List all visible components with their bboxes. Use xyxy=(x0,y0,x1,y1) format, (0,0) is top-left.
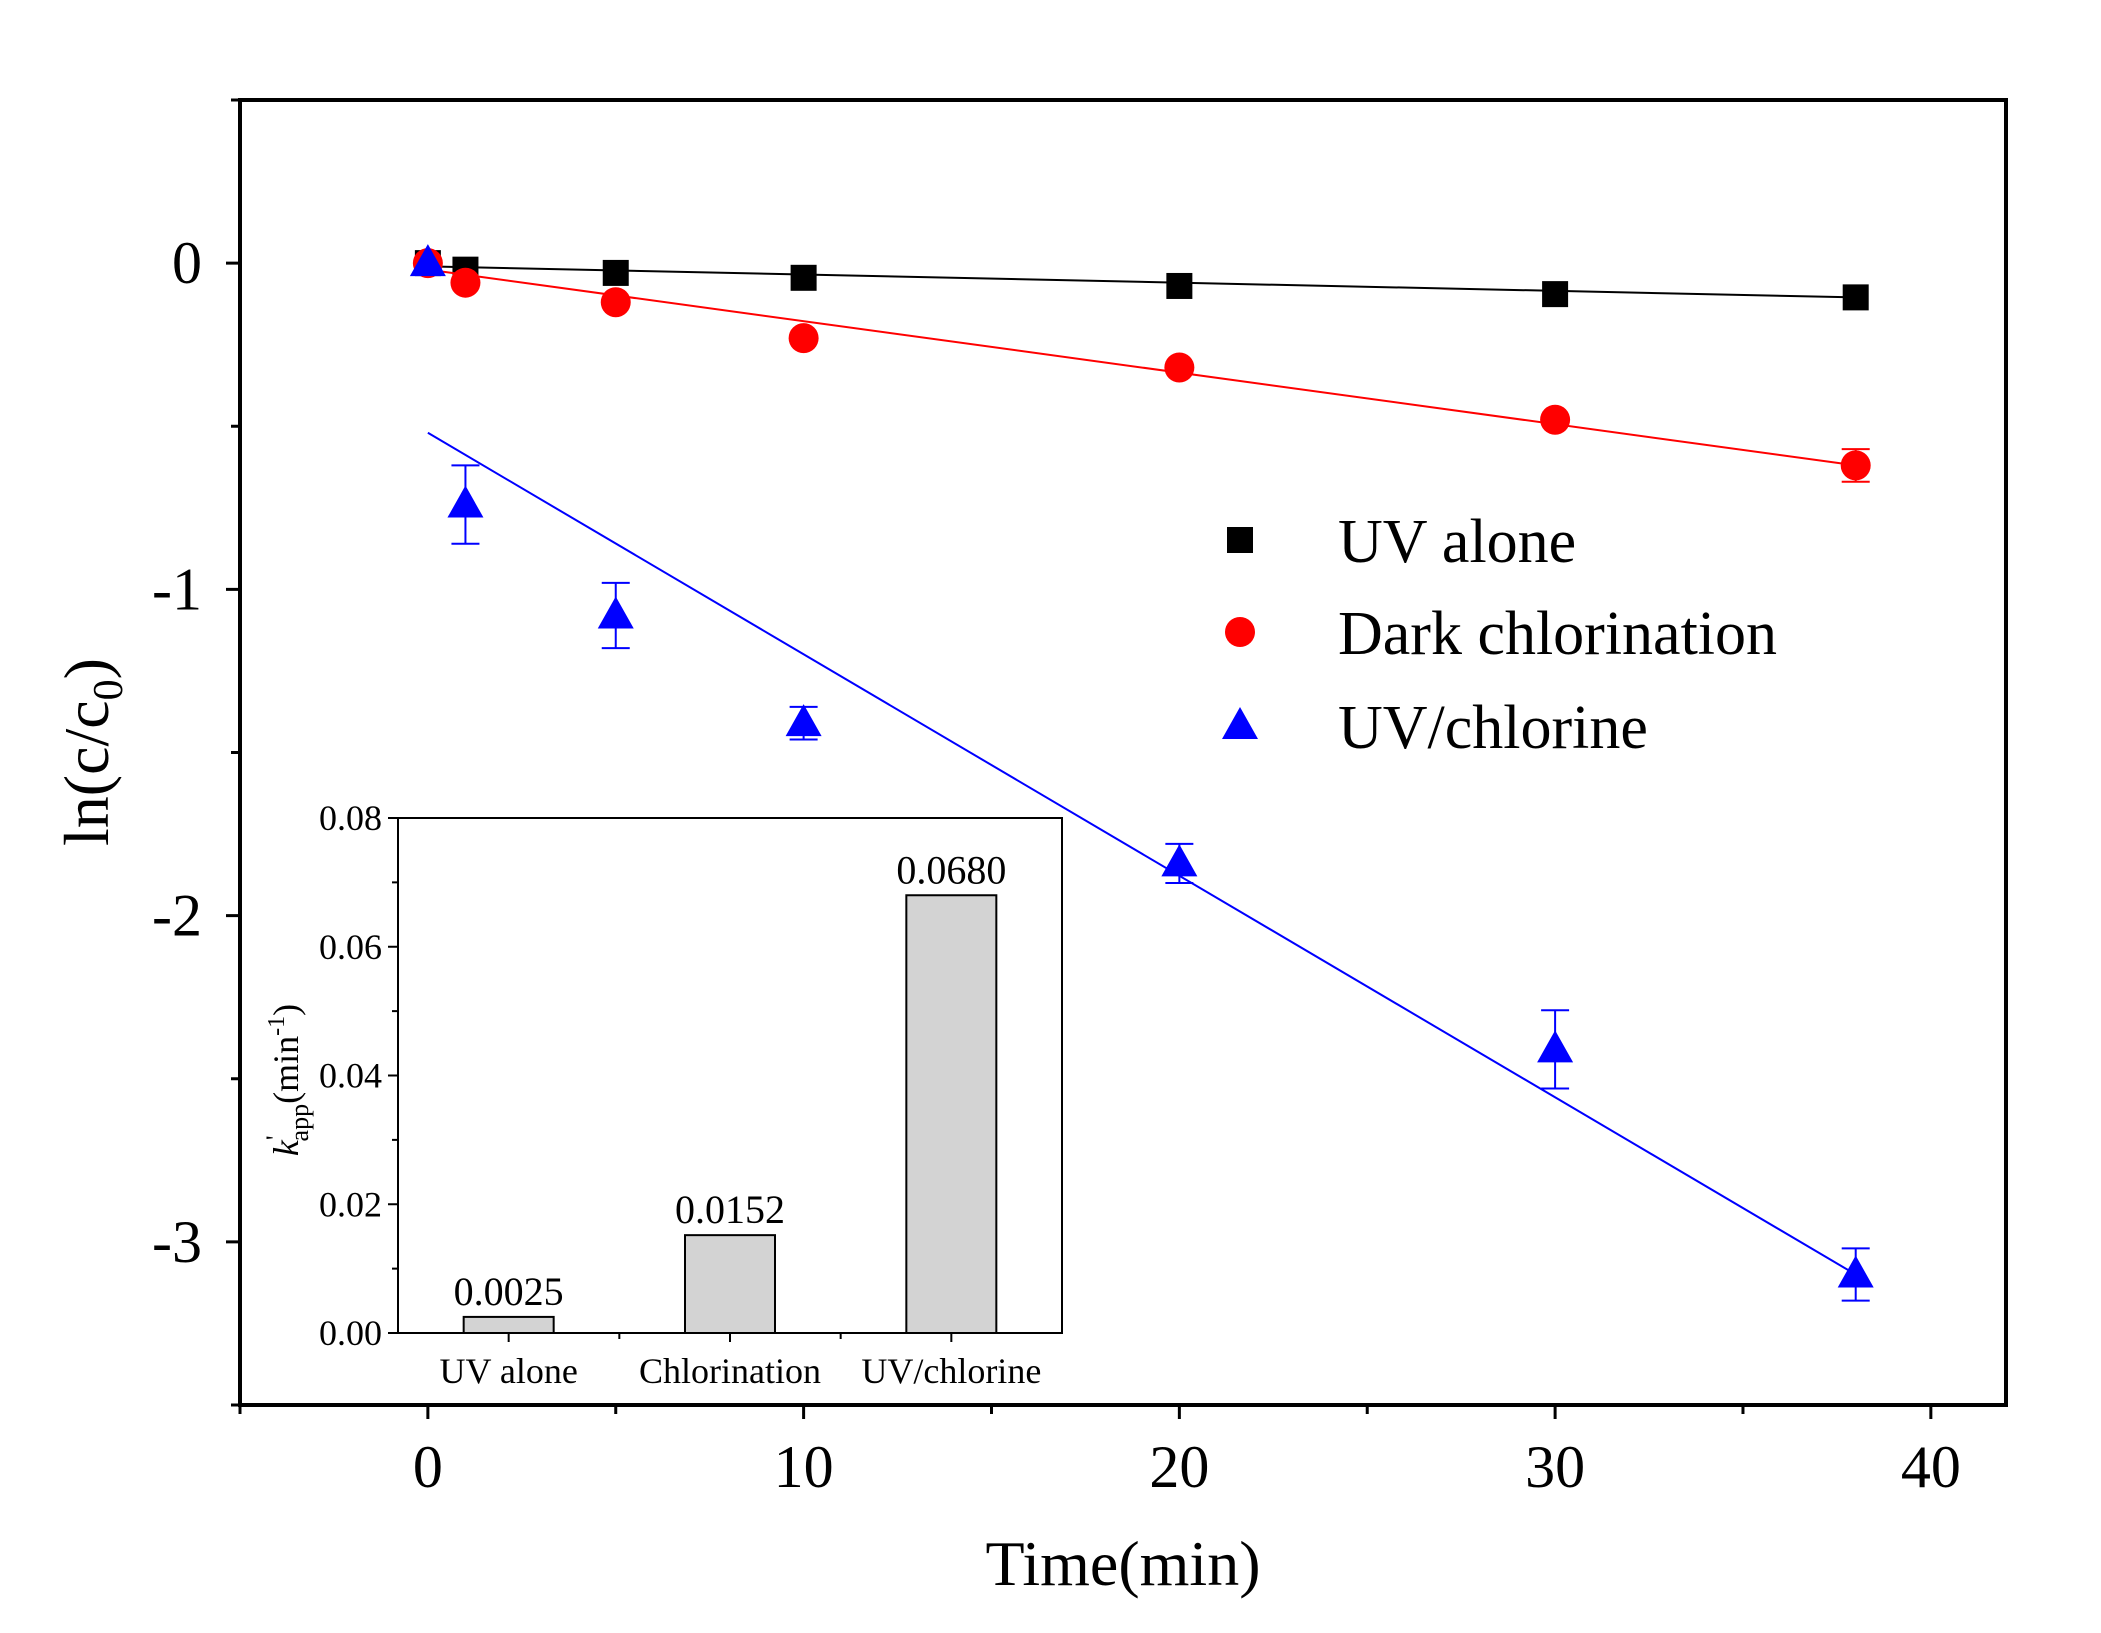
data-point xyxy=(1164,352,1195,383)
inset-y-tick-label: 0.00 xyxy=(319,1313,382,1353)
y-axis-title-subscript: 0 xyxy=(86,679,132,700)
series-uv-chlorine xyxy=(409,244,1874,1302)
bar-value-label: 0.0025 xyxy=(454,1269,564,1314)
fit-line xyxy=(427,268,1856,467)
y-tick-label: 0 xyxy=(172,230,202,296)
data-point xyxy=(1537,1030,1574,1063)
legend-marker xyxy=(1222,707,1258,739)
x-tick-label: 20 xyxy=(1149,1434,1209,1500)
data-point xyxy=(450,267,481,298)
inset-y-tick-label: 0.04 xyxy=(319,1056,382,1096)
inset-y-axis-title-unit: (min xyxy=(266,1036,306,1104)
inset-y-axis-title-superscript: -1 xyxy=(264,1016,290,1036)
inset-y-axis-title-close: ) xyxy=(266,1004,306,1016)
data-point xyxy=(788,323,819,354)
y-tick-label: -1 xyxy=(152,556,202,622)
bar xyxy=(462,1315,555,1334)
inset-y-tick-label: 0.06 xyxy=(319,927,382,967)
data-point xyxy=(790,264,817,291)
data-point xyxy=(1540,404,1571,435)
bar xyxy=(684,1234,776,1335)
data-point xyxy=(1542,281,1569,308)
series-uv-alone xyxy=(414,250,1869,311)
x-tick-label: 40 xyxy=(1901,1434,1961,1500)
data-point xyxy=(1840,450,1871,481)
x-tick-label: 30 xyxy=(1525,1434,1585,1500)
legend-marker xyxy=(1225,617,1255,647)
y-axis-title: ln(c/c0) xyxy=(51,658,132,846)
data-point xyxy=(1842,284,1869,311)
x-tick-label: 0 xyxy=(413,1434,443,1500)
inset-y-axis-title-prime: ' xyxy=(261,1135,290,1140)
y-axis-title-main: ln(c/c xyxy=(51,700,122,846)
inset-x-tick-label: UV alone xyxy=(440,1351,578,1391)
x-axis-title: Time(min) xyxy=(986,1528,1261,1599)
y-tick-label: -2 xyxy=(152,883,202,949)
legend-label: Dark chlorination xyxy=(1338,600,1777,668)
data-point xyxy=(447,485,484,518)
fit-line xyxy=(427,431,1857,1276)
data-point xyxy=(409,244,446,277)
bar-value-label: 0.0152 xyxy=(675,1187,785,1232)
data-point xyxy=(1837,1255,1874,1288)
legend: UV alone Dark chlorination UV/chlorine xyxy=(1222,508,1777,762)
y-tick-label: -3 xyxy=(152,1209,202,1275)
inset-x-tick-label: Chlorination xyxy=(639,1351,821,1391)
inset-y-axis-title-subscript: app xyxy=(285,1104,314,1142)
bar xyxy=(905,894,998,1334)
data-point xyxy=(600,287,631,318)
inset-y-axis-title: k'app(min-1) xyxy=(261,1004,314,1156)
legend-label: UV/chlorine xyxy=(1338,694,1648,762)
bar-value-label: 0.0680 xyxy=(896,847,1006,892)
data-point xyxy=(785,704,822,737)
x-tick-label: 10 xyxy=(774,1434,834,1500)
inset-y-axis-title-k: k xyxy=(266,1139,306,1156)
inset-y-tick-label: 0.02 xyxy=(319,1184,382,1224)
inset-bar-chart: 0.00 0.02 0.04 0.06 0.08 0.0025 UV alone 0.0152… xyxy=(261,798,1063,1391)
data-point xyxy=(602,259,629,286)
data-point xyxy=(1166,272,1193,299)
inset-y-tick-label: 0.08 xyxy=(319,798,382,838)
series-dark-chlorination xyxy=(412,248,1871,483)
fit-line xyxy=(427,265,1856,299)
data-point xyxy=(597,596,634,629)
legend-label: UV alone xyxy=(1338,508,1576,576)
data-point xyxy=(1161,844,1198,877)
y-axis-title-close: ) xyxy=(51,658,122,679)
legend-marker xyxy=(1227,527,1253,553)
inset-x-tick-label: UV/chlorine xyxy=(861,1351,1041,1391)
